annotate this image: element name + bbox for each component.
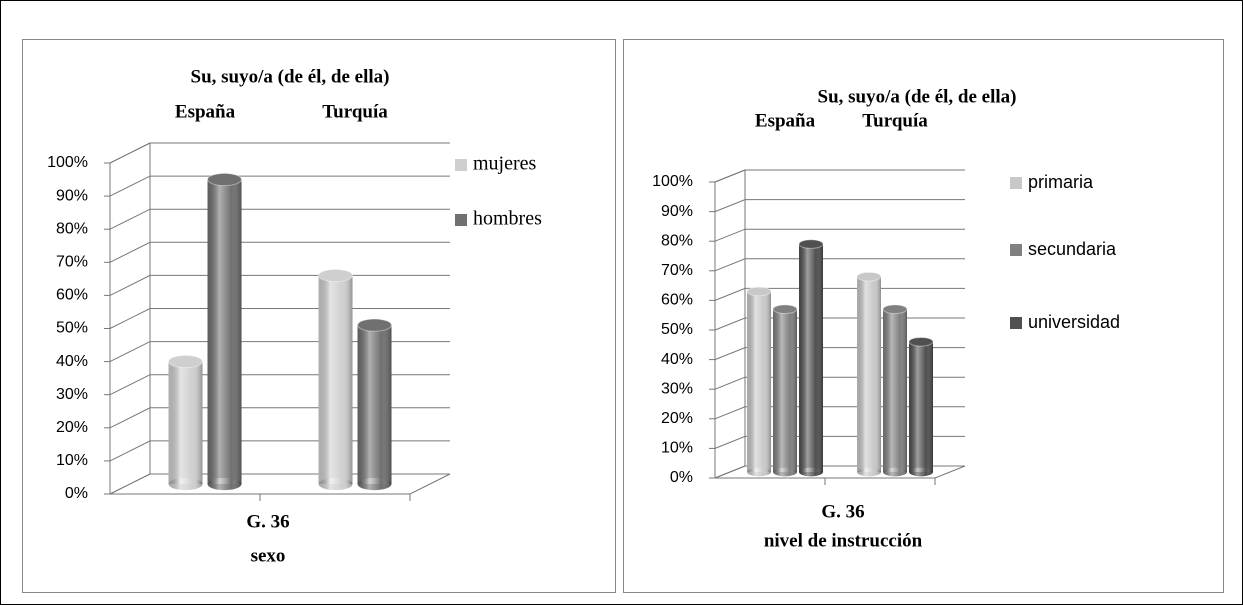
y-tick-label: 90% (661, 203, 693, 220)
grid-line (109, 208, 450, 230)
bar-shade (168, 361, 203, 484)
bar-top (207, 172, 242, 187)
grid-line (714, 169, 965, 183)
y-tick-label: 70% (661, 262, 693, 279)
x-axis-label: G. 36 (821, 501, 864, 522)
bar-top (168, 354, 203, 369)
bar-shade (883, 309, 907, 472)
y-tick-label: 20% (661, 410, 693, 427)
legend-label: hombres (473, 208, 542, 230)
y-tick-label: 10% (661, 440, 693, 457)
bar-shade (207, 179, 242, 485)
bar-shade (857, 276, 881, 472)
y-tick-label: 60% (661, 292, 693, 309)
y-tick-label: 10% (56, 452, 88, 469)
legend-swatch (455, 159, 467, 171)
bar-top (357, 318, 392, 332)
x-axis-label: sexo (251, 545, 286, 566)
bar-top (772, 304, 798, 315)
y-tick-label: 100% (47, 154, 88, 171)
y-tick-label: 90% (56, 187, 88, 204)
legend-swatch (1010, 317, 1022, 329)
bar-shade (909, 341, 933, 472)
bar-shade (357, 325, 392, 484)
bar-shade (799, 244, 823, 472)
bar-top (746, 286, 772, 297)
legend-label: universidad (1028, 312, 1120, 332)
grid-line (714, 228, 965, 242)
legend-swatch (455, 214, 467, 226)
y-tick-label: 40% (661, 351, 693, 368)
legend-swatch (1010, 244, 1022, 256)
chart-title: Su, suyo/a (de él, de ella) (818, 86, 1017, 107)
category-label: Turquía (322, 101, 388, 122)
y-tick-label: 30% (56, 386, 88, 403)
bar-top (856, 271, 882, 282)
grid-line (109, 175, 450, 197)
y-tick-label: 20% (56, 419, 88, 436)
grid-line (714, 287, 965, 301)
y-tick-label: 80% (56, 220, 88, 237)
x-axis-label: nivel de instrucción (764, 530, 923, 551)
y-tick-label: 70% (56, 254, 88, 271)
x-axis-label: G. 36 (246, 511, 289, 532)
y-tick-label: 0% (670, 469, 693, 486)
y-tick-label: 60% (56, 287, 88, 304)
chart-frame (623, 39, 1224, 593)
bar-shade (773, 309, 797, 472)
y-tick-label: 100% (652, 173, 693, 190)
y-tick-label: 30% (661, 380, 693, 397)
legend-label: mujeres (473, 153, 537, 175)
y-tick-label: 0% (65, 485, 88, 502)
bar-top (882, 304, 908, 315)
bar-top (908, 336, 934, 347)
y-tick-label: 50% (661, 321, 693, 338)
bar-shade (318, 275, 353, 484)
legend-label: secundaria (1028, 239, 1117, 259)
legend-label: primaria (1028, 172, 1094, 192)
y-tick-label: 40% (56, 353, 88, 370)
grid-line (714, 258, 965, 272)
chart-frame (22, 39, 616, 593)
grid-line (109, 142, 450, 164)
chart-title: Su, suyo/a (de él, de ella) (191, 66, 390, 87)
category-label: España (755, 110, 816, 131)
y-tick-label: 50% (56, 320, 88, 337)
bar-shade (747, 291, 771, 472)
bar-top (798, 239, 824, 249)
grid-line (109, 241, 450, 263)
category-label: España (175, 101, 236, 122)
bar-top (318, 268, 353, 283)
category-label: Turquía (862, 110, 928, 131)
y-tick-label: 80% (661, 232, 693, 249)
grid-line (714, 199, 965, 213)
legend-swatch (1010, 177, 1022, 189)
